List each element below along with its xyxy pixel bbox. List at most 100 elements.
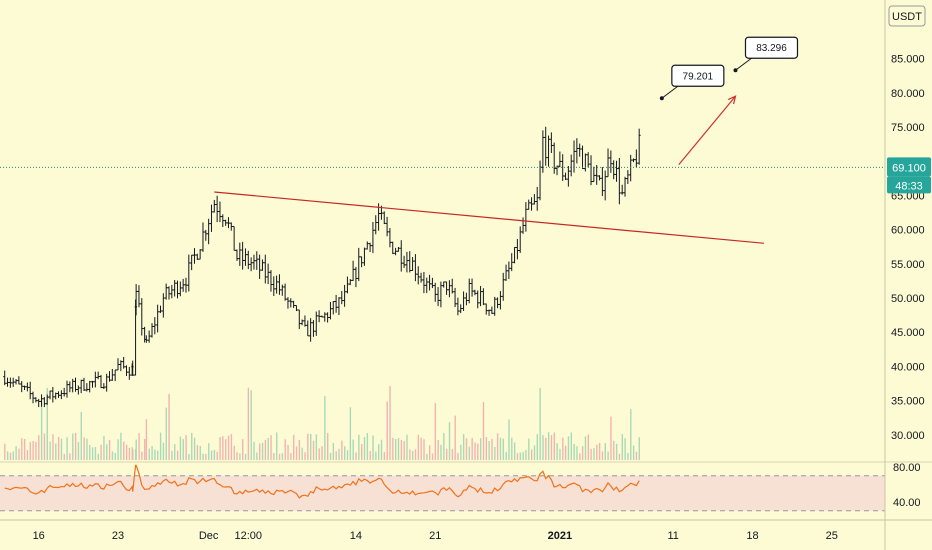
volume-bar xyxy=(259,443,261,460)
volume-bar xyxy=(590,448,592,460)
price-tick-label: 40.000 xyxy=(891,361,925,373)
volume-bar xyxy=(32,440,34,460)
volume-bar xyxy=(312,440,315,460)
volume-bar xyxy=(247,387,250,460)
volume-bar xyxy=(596,444,598,460)
volume-bar xyxy=(434,403,437,460)
volume-bar xyxy=(213,449,216,460)
volume-bar xyxy=(117,439,119,460)
volume-bar xyxy=(542,435,544,460)
volume-bar xyxy=(332,442,335,460)
volume-bar xyxy=(21,438,23,460)
volume-bar xyxy=(553,432,556,460)
volume-bar xyxy=(604,443,606,460)
volume-bar xyxy=(120,432,122,460)
rsi-band xyxy=(0,475,885,511)
volume-bar xyxy=(108,440,111,460)
volume-bar xyxy=(216,451,218,460)
volume-bar xyxy=(327,432,329,460)
volume-bar xyxy=(482,402,485,460)
callout-pointer xyxy=(661,85,679,99)
volume-bar xyxy=(4,443,6,460)
time-tick-label: 12:00 xyxy=(235,530,263,542)
volume-bar xyxy=(287,444,289,460)
time-tick-label: 21 xyxy=(429,530,441,542)
volume-bar xyxy=(513,442,516,460)
callout-box[interactable] xyxy=(671,64,725,87)
volume-bar xyxy=(174,444,176,460)
volume-bar xyxy=(573,443,575,460)
volume-bar xyxy=(57,437,60,460)
volume-bar xyxy=(618,453,621,460)
volume-bar xyxy=(474,442,476,460)
volume-bar xyxy=(406,434,408,460)
volume-bar xyxy=(49,441,51,460)
volume-bar xyxy=(168,393,170,460)
trendline[interactable] xyxy=(214,191,764,244)
volume-bar xyxy=(171,450,173,460)
volume-bar xyxy=(403,441,405,460)
volume-bar xyxy=(111,451,114,460)
volume-bar xyxy=(125,444,128,460)
price-tick-label: 55.000 xyxy=(891,259,925,271)
volume-bar xyxy=(380,439,383,460)
rsi-tick-label: 80.00 xyxy=(893,462,921,474)
volume-bar xyxy=(185,435,187,460)
volume-bar xyxy=(369,451,371,460)
volume-bar xyxy=(9,452,12,460)
volume-bar xyxy=(522,451,524,460)
callout-anchor xyxy=(733,68,738,73)
volume-bar xyxy=(55,443,57,460)
time-tick-label: 25 xyxy=(826,530,838,542)
volume-bar xyxy=(400,439,403,460)
volume-bar xyxy=(324,396,326,460)
volume-bar xyxy=(128,447,131,460)
callout-anchor xyxy=(659,96,664,101)
rsi-line[interactable] xyxy=(4,464,640,499)
volume-bar xyxy=(321,446,323,460)
volume-bar xyxy=(196,445,199,460)
volume-bar xyxy=(593,448,595,460)
volume-bar xyxy=(293,434,295,460)
volume-bar xyxy=(74,433,77,460)
price-tick-label: 80.000 xyxy=(891,88,925,100)
volume-bar xyxy=(310,434,312,460)
volume-bar xyxy=(638,437,640,460)
volume-bar xyxy=(236,452,238,460)
volume-bar xyxy=(547,432,550,460)
volume-bar xyxy=(451,448,454,460)
volume-bar xyxy=(445,448,448,460)
time-tick-label: 11 xyxy=(667,530,678,542)
volume-bar xyxy=(375,451,377,460)
volume-bar xyxy=(338,448,340,460)
callout-box[interactable] xyxy=(744,36,799,59)
volume-bar xyxy=(23,439,26,460)
volume-bar xyxy=(516,453,519,460)
volume-bar xyxy=(437,440,439,460)
volume-bar xyxy=(485,437,488,460)
last-price-tag xyxy=(887,157,931,177)
volume-bar xyxy=(273,453,275,460)
volume-bar xyxy=(52,434,54,460)
volume-bar xyxy=(145,419,148,460)
volume-bar xyxy=(496,433,499,460)
volume-bar xyxy=(420,437,422,460)
volume-bar xyxy=(607,451,609,460)
volume-bar xyxy=(417,434,420,460)
volume-bar xyxy=(389,386,391,460)
projection-arrow[interactable] xyxy=(678,95,736,166)
volume-bar xyxy=(423,439,425,460)
volume-bar xyxy=(176,450,179,460)
volume-bar xyxy=(188,453,190,460)
currency-box[interactable] xyxy=(888,5,926,27)
volume-bar xyxy=(165,407,167,460)
price-tick-label: 45.000 xyxy=(891,327,925,339)
volume-bar xyxy=(222,436,224,460)
volume-bar xyxy=(462,434,465,460)
volume-bar xyxy=(352,439,354,460)
volume-bar xyxy=(358,434,360,460)
volume-bar xyxy=(519,452,522,460)
volume-bar xyxy=(261,442,264,460)
